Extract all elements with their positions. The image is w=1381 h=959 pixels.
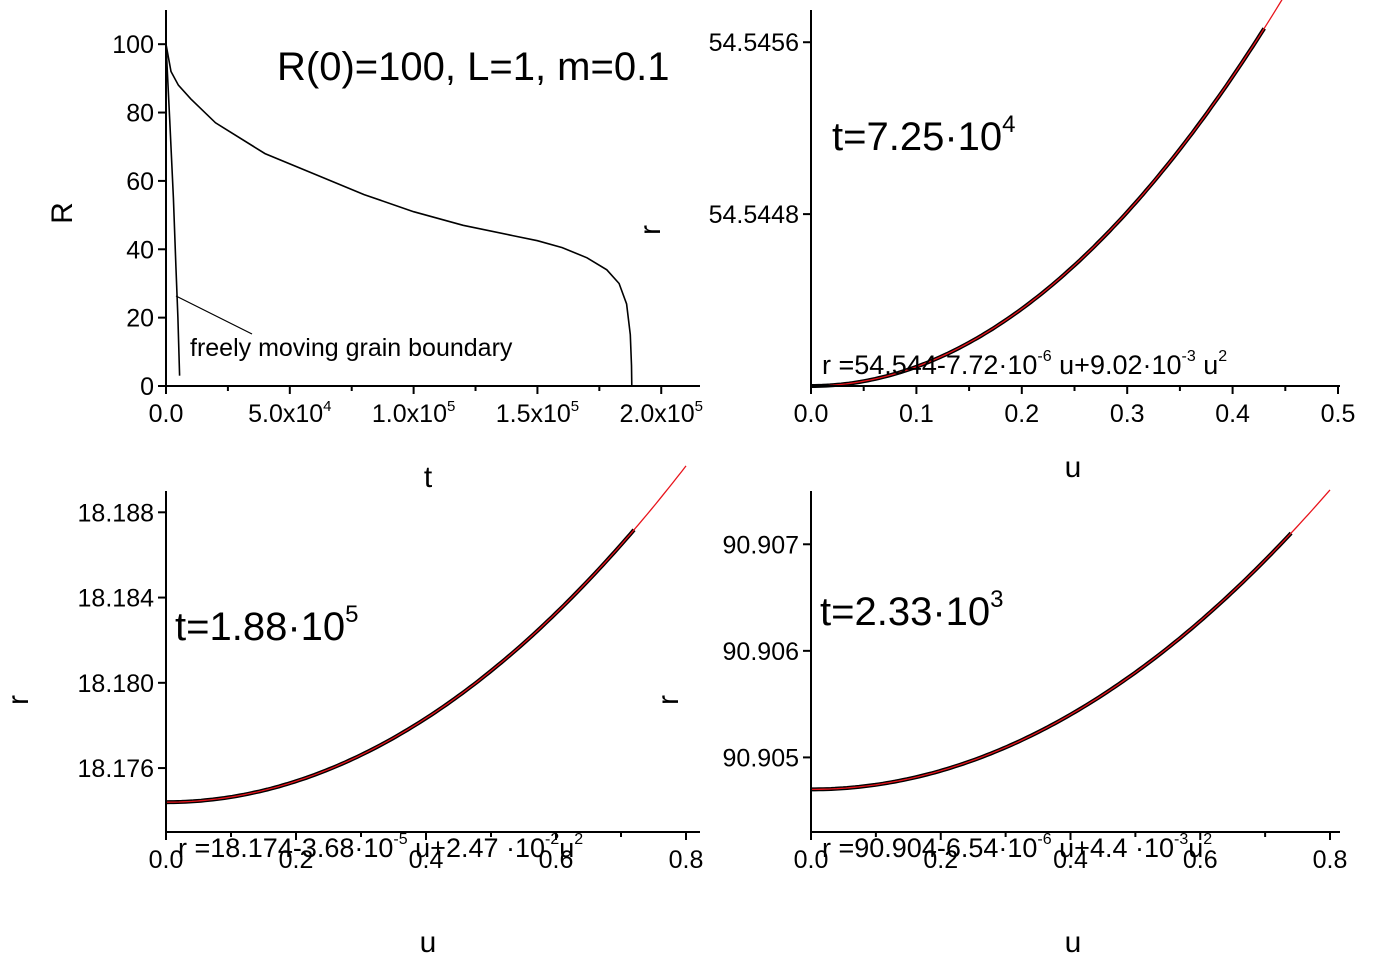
panel-fit-t2: 0.0 0.2 0.4 0.6 0.8 90.905 90.906 90.907 u r t=2.… [652, 489, 1348, 959]
y-tick-label: 80 [126, 100, 154, 128]
panel-title: R(0)=100, L=1, m=0.1 [277, 45, 669, 89]
x-tick-label: 0.0 [794, 400, 829, 428]
time-label: t=7.25·104 [832, 111, 1016, 159]
y-tick-label: 90.906 [723, 638, 799, 666]
panel-fit-t7: 0.0 0.1 0.2 0.3 0.4 0.5 54.5448 54.5456 u r t=7.2… [634, 0, 1355, 484]
x-tick-label: 0.6 [539, 846, 574, 874]
y-axis-label: r [2, 695, 35, 705]
x-tick-label: 0.2 [279, 846, 314, 874]
data-curve [811, 27, 1266, 388]
fit-curve [811, 489, 1331, 791]
y-tick-label: 18.176 [78, 755, 154, 783]
y-tick-label: 18.180 [78, 670, 154, 698]
fit-equation-label: r =54.544-7.72·10-6 u+9.02·10-3 u2 [822, 348, 1227, 380]
x-tick-label: 5.0x104 [248, 398, 331, 428]
x-tick-label: 0.1 [899, 400, 934, 428]
x-tick-label: 0.2 [1004, 400, 1039, 428]
y-tick-label: 90.907 [723, 531, 799, 559]
y-tick-label: 54.5448 [709, 201, 799, 229]
x-tick-label: 0.0 [149, 400, 184, 428]
x-tick-label: 0.3 [1110, 400, 1145, 428]
annotation-leader-line [175, 295, 253, 335]
series-line-1 [165, 44, 181, 376]
y-tick-label: 54.5456 [709, 29, 799, 57]
data-curve [165, 528, 636, 805]
fit-curve [165, 465, 687, 803]
panel-fit-t1: 0.0 0.2 0.4 0.6 0.818.17618.18018.18418.188 … [2, 465, 704, 959]
y-tick-label: 40 [126, 236, 154, 264]
y-tick-label: 18.188 [78, 499, 154, 527]
x-tick-label: 0.4 [409, 846, 444, 874]
x-tick-label: 0.2 [923, 846, 958, 874]
x-tick-label: 0.0 [794, 846, 829, 874]
x-tick-label: 1.5x105 [496, 398, 579, 428]
time-label: t=2.33·103 [820, 586, 1004, 634]
data-curve [811, 531, 1293, 792]
fit-curve [811, 0, 1283, 387]
x-tick-label: 0.6 [1183, 846, 1218, 874]
x-tick-label: 0.4 [1215, 400, 1250, 428]
y-axis-label: r [652, 695, 685, 705]
x-axis-label: t [424, 461, 433, 494]
time-label: t=1.88·105 [175, 601, 359, 649]
y-tick-label: 60 [126, 168, 154, 196]
y-tick-label: 100 [112, 31, 154, 59]
annotation-text: freely moving grain boundary [190, 334, 513, 362]
y-tick-label: 90.905 [723, 744, 799, 772]
x-tick-label: 0.0 [149, 846, 184, 874]
x-axis-label: u [1065, 451, 1082, 484]
x-tick-label: 0.4 [1053, 846, 1088, 874]
x-tick-label: 0.8 [1313, 846, 1348, 874]
y-axis-label: r [634, 225, 667, 235]
fit-equation-label: r =90.904-6.54·10-6 u+4.4 ·10-3u2 [822, 831, 1212, 863]
y-tick-label: 0 [140, 373, 154, 401]
series-line-0 [165, 44, 633, 387]
panel-radius-vs-time: 0.0 5.0x104 1.0x105 1.5x105 2.0x105 0 20 40 60 80… [46, 10, 703, 494]
x-tick-label: 2.0x105 [620, 398, 703, 428]
x-tick-label: 0.5 [1321, 400, 1356, 428]
x-axis-label: u [1065, 926, 1082, 959]
fit-equation-label: r =18.174-3.68·10-5 u+2.47 ·10-2u2 [178, 831, 583, 863]
x-axis-label: u [420, 926, 437, 959]
x-tick-label: 0.8 [669, 846, 704, 874]
y-tick-label: 20 [126, 305, 154, 333]
y-tick-label: 18.184 [78, 585, 155, 613]
y-axis-label: R [46, 202, 79, 224]
x-tick-label: 1.0x105 [372, 398, 455, 428]
